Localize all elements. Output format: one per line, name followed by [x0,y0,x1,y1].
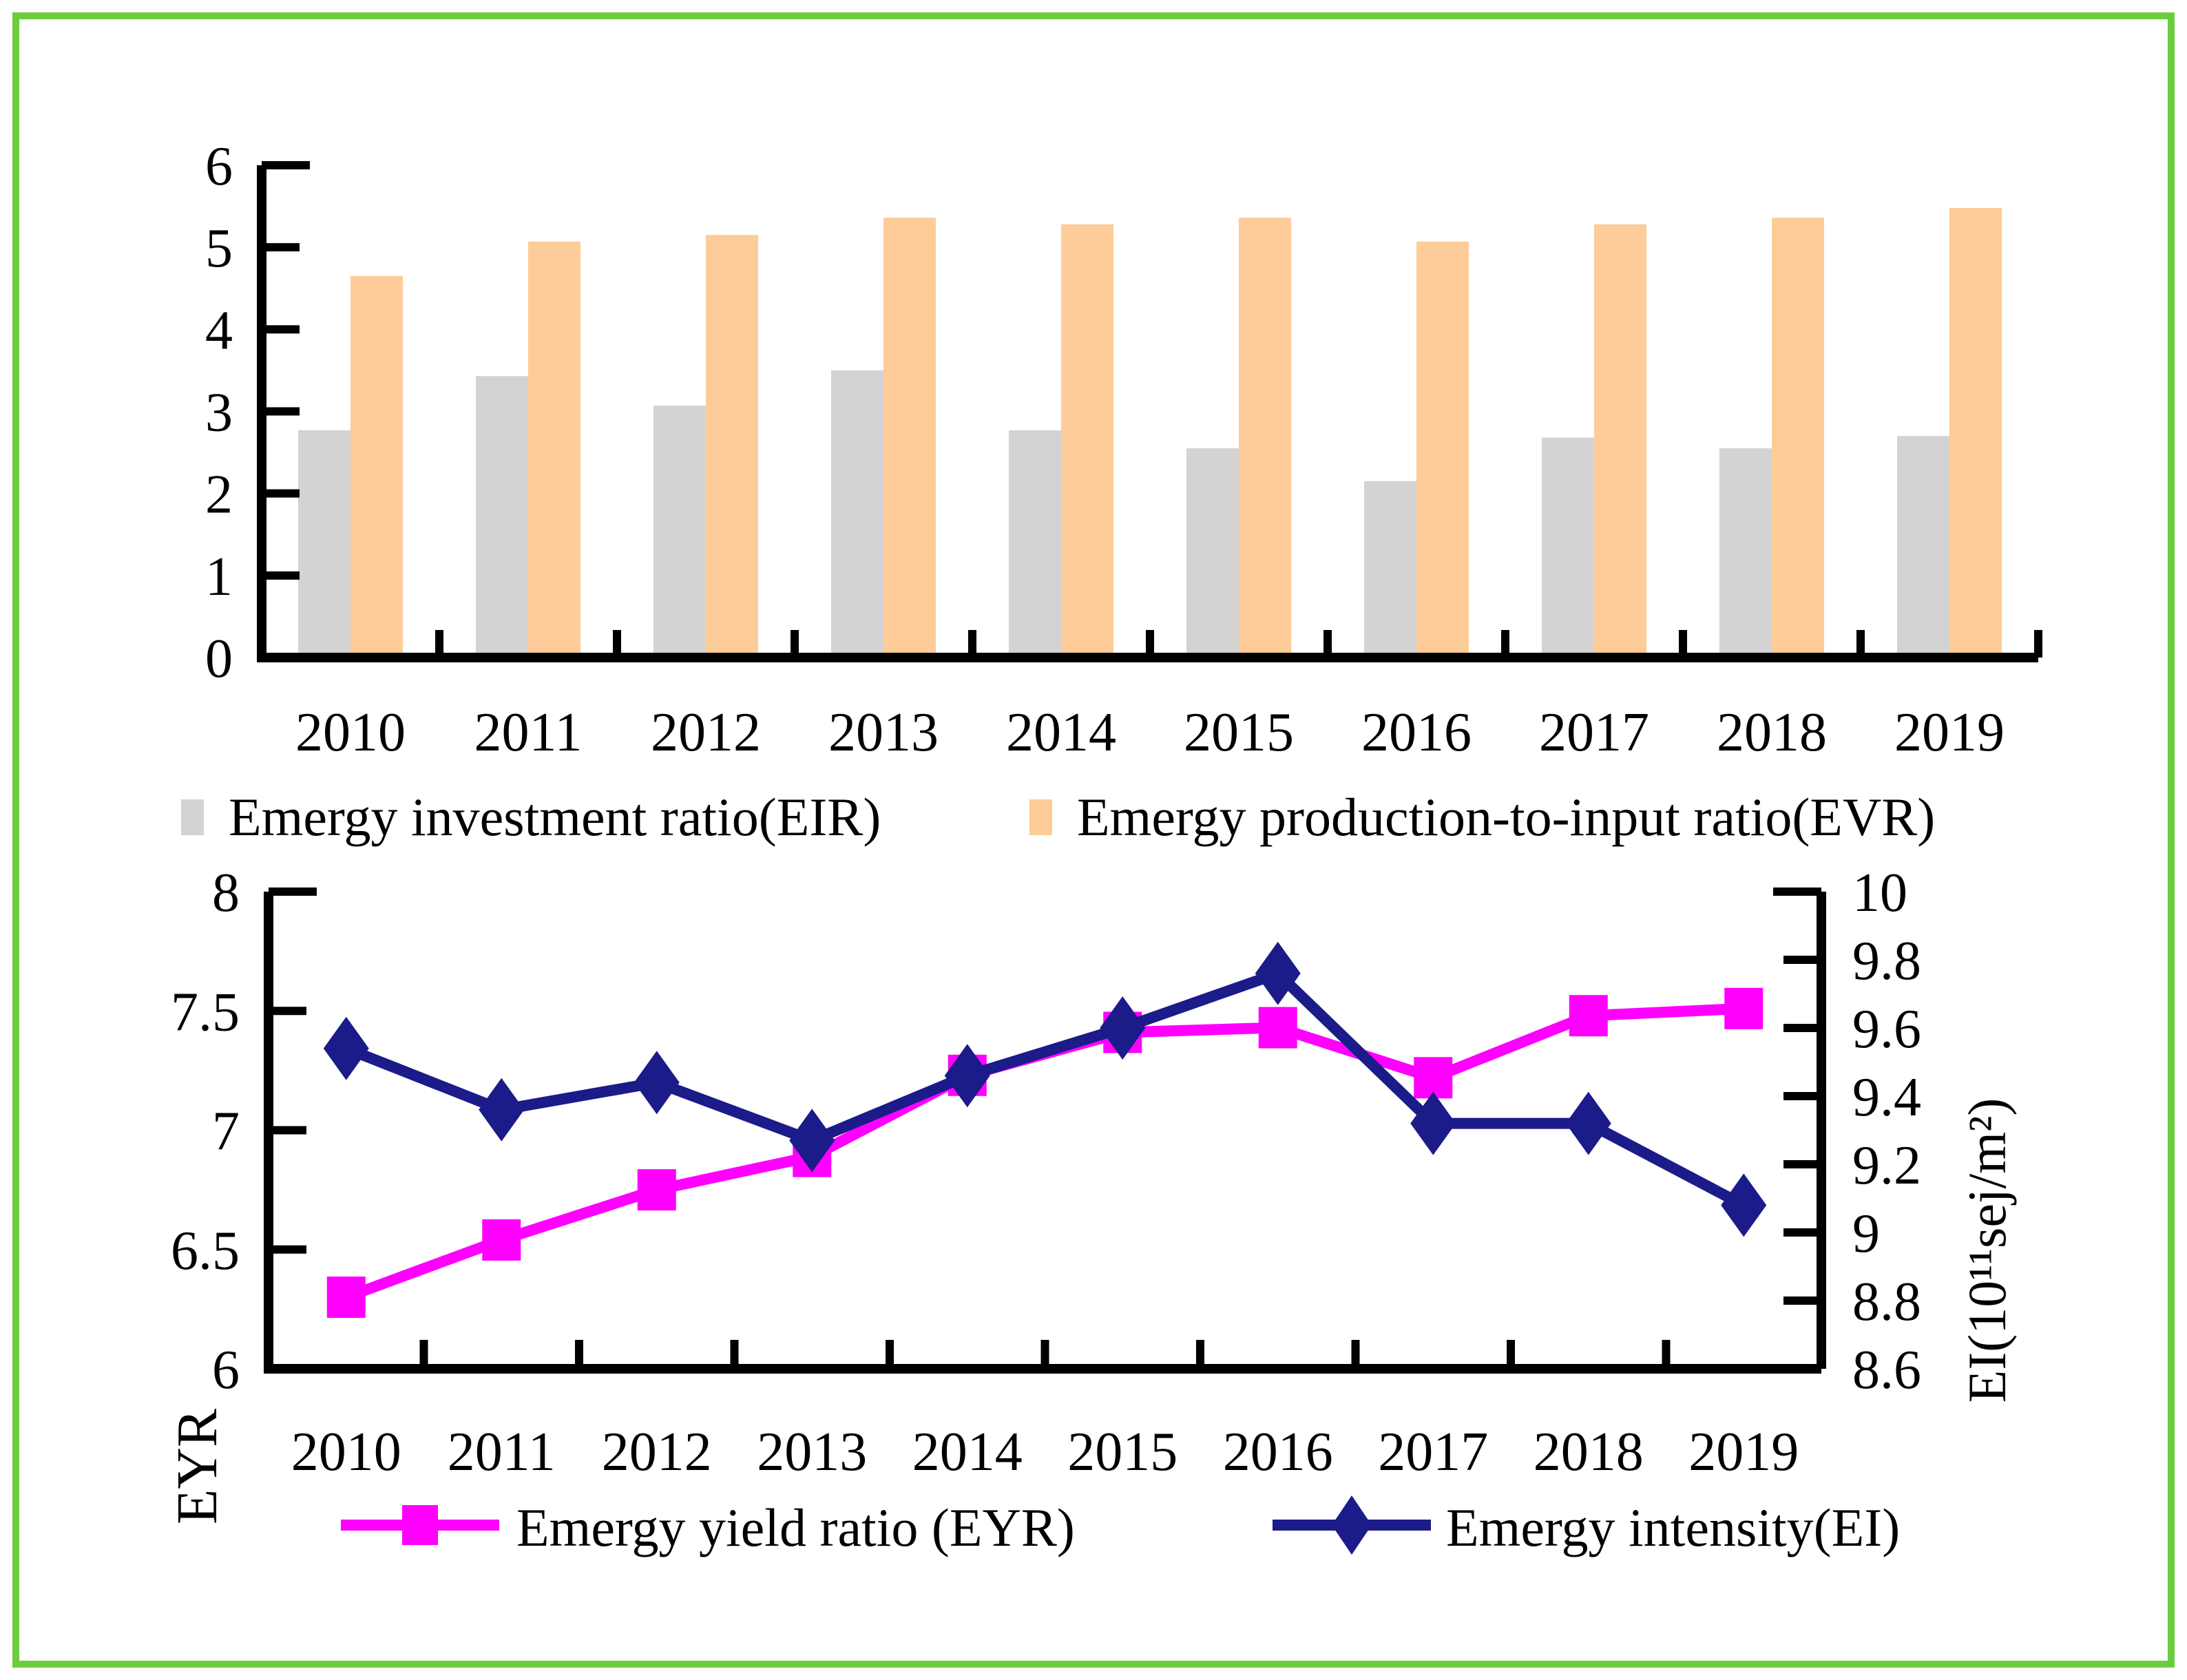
line-x-category-label: 2018 [1534,1422,1644,1482]
right-y-tick-label: 9.2 [1852,1135,1921,1196]
bar-series1-2017 [1594,224,1646,658]
line-x-category-label: 2015 [1067,1422,1178,1482]
evr-legend-swatch [1029,799,1052,835]
bar-series0-2018 [1719,448,1772,658]
bar-series0-2015 [1186,448,1239,658]
marker-square-2011 [482,1219,521,1261]
marker-diamond-2012 [634,1051,680,1115]
left-y-tick-label: 7.5 [171,982,240,1042]
bar-y-tick-label: 3 [205,383,233,443]
bar-x-category-label: 2014 [1006,702,1116,763]
right-y-tick-label: 9 [1852,1204,1880,1264]
bar-y-tick-label: 4 [205,300,233,361]
right-y-tick-label: 10 [1852,863,1907,923]
line-x-category-label: 2016 [1223,1422,1333,1482]
bar-series1-2013 [883,218,936,658]
right-y-tick-label: 9.8 [1852,931,1921,991]
bar-x-category-label: 2019 [1894,702,2005,763]
marker-diamond-2016 [1255,941,1301,1005]
eyr-axis-title: EYR [165,1409,229,1524]
bar-series0-2011 [476,376,528,658]
bar-x-category-label: 2017 [1539,702,1649,763]
line-x-category-label: 2012 [602,1422,712,1482]
left-y-tick-label: 7 [212,1102,240,1162]
bar-series1-2015 [1239,218,1291,658]
bar-series1-2010 [350,275,403,658]
marker-diamond-2015 [1100,996,1146,1060]
bar-series0-2019 [1897,436,1949,658]
bar-series0-2014 [1009,430,1061,658]
bar-x-category-label: 2015 [1184,702,1294,763]
line-x-category-label: 2014 [912,1422,1023,1482]
left-y-tick-label: 6.5 [171,1221,240,1281]
chart-layers: 0 1 2 3 4 5 6 2010 2011 2012 2013 2014 2015 2016 2017 2… [171,136,2042,1482]
bar-x-category-label: 2016 [1361,702,1472,763]
figure-border [12,12,2175,1668]
evr-legend-label: Emergy production-to-input ratio(EVR) [1077,787,1935,847]
marker-square-2019 [1724,987,1764,1029]
bar-series1-2019 [1949,207,2002,658]
marker-diamond-2010 [323,1016,369,1080]
bar-y-tick-label: 0 [205,629,233,689]
line-x-category-label: 2017 [1378,1422,1488,1482]
right-y-tick-label: 9.4 [1852,1067,1921,1128]
eyr-legend-marker [402,1505,438,1545]
bar-x-category-label: 2011 [474,702,582,763]
bar-series1-2012 [706,235,758,658]
marker-diamond-2018 [1565,1091,1611,1155]
bar-series1-2011 [528,241,580,658]
line-chart-axis [264,892,1821,1374]
marker-diamond-2013 [789,1109,835,1173]
right-y-tick-label: 9.6 [1852,999,1921,1060]
bar-series1-2018 [1772,218,1824,658]
eyr-legend-label: Emergy yield ratio (EYR) [516,1498,1075,1557]
bar-y-tick-label: 1 [205,547,233,607]
eir-legend-label: Emergy investment ratio(EIR) [229,787,881,847]
bar-x-category-label: 2012 [651,702,761,763]
line-x-category-label: 2011 [448,1422,556,1482]
marker-diamond-2014 [944,1044,990,1108]
series-line-1 [344,967,1746,1210]
right-y-tick-label: 8.8 [1852,1272,1921,1332]
bar-series0-2013 [831,370,883,658]
marker-square-2012 [637,1169,676,1211]
right-y-tick-label: 8.6 [1852,1340,1921,1400]
left-y-tick-label: 6 [212,1340,240,1400]
line-x-category-label: 2013 [757,1422,867,1482]
bar-series0-2012 [653,406,706,658]
marker-square-2017 [1414,1057,1453,1099]
left-y-tick-label: 8 [212,863,240,923]
bar-x-category-label: 2013 [828,702,939,763]
bar-x-category-label: 2018 [1717,702,1827,763]
bar-x-category-label: 2010 [295,702,406,763]
marker-diamond-2019 [1721,1173,1767,1237]
bar-series1-2014 [1061,224,1113,658]
ei-legend-label: Emergy intensity(EI) [1446,1498,1900,1557]
bar-y-tick-label: 2 [205,465,233,525]
ei-legend-marker [1332,1495,1372,1555]
eir-legend-swatch [181,799,204,835]
marker-square-2018 [1569,995,1608,1037]
marker-square-2010 [326,1277,366,1319]
marker-diamond-2017 [1410,1091,1456,1155]
line-x-category-label: 2010 [291,1422,401,1482]
marker-square-2016 [1258,1007,1297,1049]
bar-y-tick-label: 6 [205,136,233,197]
line-x-category-label: 2019 [1688,1422,1799,1482]
bar-series0-2016 [1364,481,1416,658]
bar-series0-2017 [1542,437,1594,658]
marker-diamond-2011 [479,1078,525,1142]
bar-series0-2010 [298,430,350,658]
ei-axis-title: EI(10¹¹sej/m²) [1957,1098,2017,1403]
bar-y-tick-label: 5 [205,218,233,279]
bar-series1-2016 [1416,241,1469,658]
